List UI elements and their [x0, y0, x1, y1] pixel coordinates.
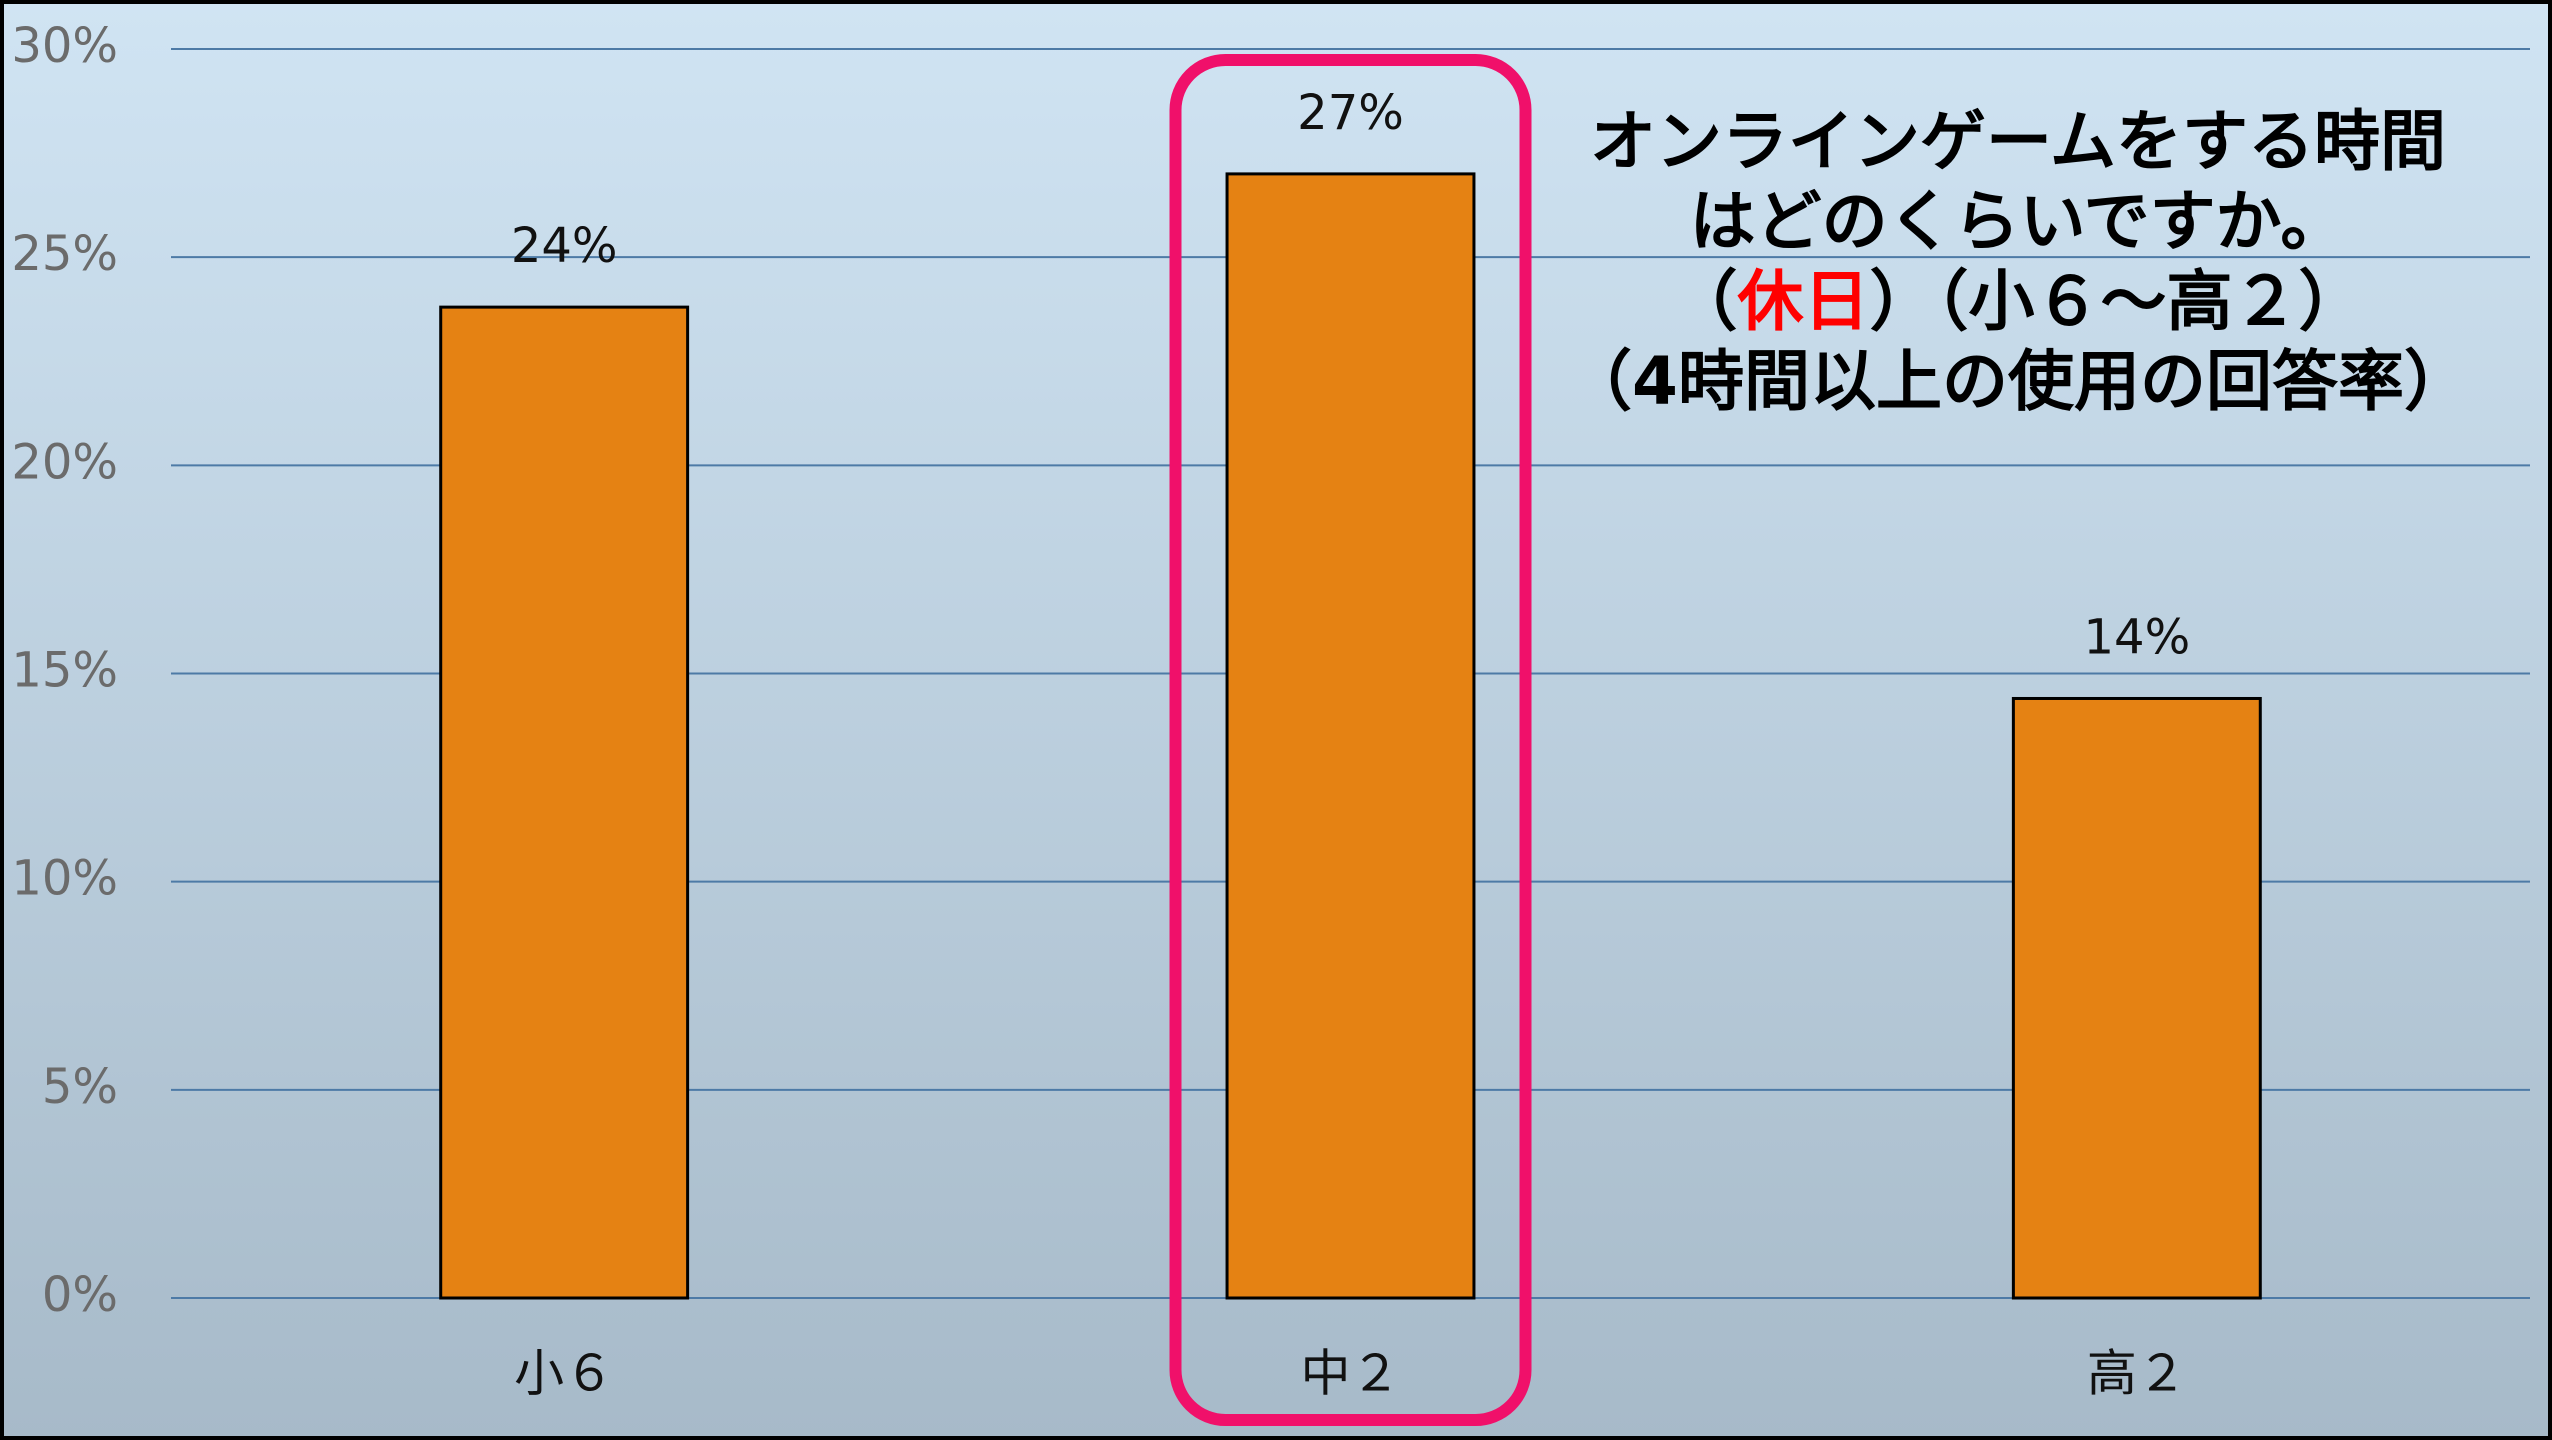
- y-tick-label: 20%: [11, 434, 118, 490]
- y-tick-label: 5%: [42, 1059, 118, 1115]
- data-label: 24%: [511, 218, 618, 274]
- chart-title: オンラインゲームをする時間: [1590, 103, 2446, 180]
- subtitle-part: 休日: [1737, 263, 1870, 340]
- x-tick-label: 高２: [2087, 1345, 2187, 1403]
- bar: [2011, 696, 2262, 1300]
- bar: [1225, 172, 1476, 1300]
- x-tick-label: 小６: [514, 1345, 614, 1403]
- note: （4時間以上の使用の回答率）: [1566, 343, 2470, 420]
- data-label: 14%: [2083, 609, 2190, 665]
- y-tick-label: 25%: [11, 226, 118, 282]
- chart-title: はどのくらいですか。: [1690, 183, 2347, 260]
- subtitle-part: （: [1672, 263, 1738, 340]
- x-tick-label: 中２: [1301, 1345, 1401, 1403]
- subtitle-part: ）（小６～高２）: [1870, 263, 2365, 340]
- y-tick-label: 10%: [11, 851, 118, 907]
- subtitle: （休日）（小６～高２）: [1672, 263, 2365, 340]
- data-label: 27%: [1297, 85, 1404, 141]
- y-tick-label: 30%: [11, 18, 118, 74]
- y-tick-label: 0%: [42, 1267, 118, 1323]
- y-tick-label: 15%: [11, 643, 118, 699]
- bar: [439, 305, 690, 1300]
- highlight-box: [1169, 54, 1532, 1426]
